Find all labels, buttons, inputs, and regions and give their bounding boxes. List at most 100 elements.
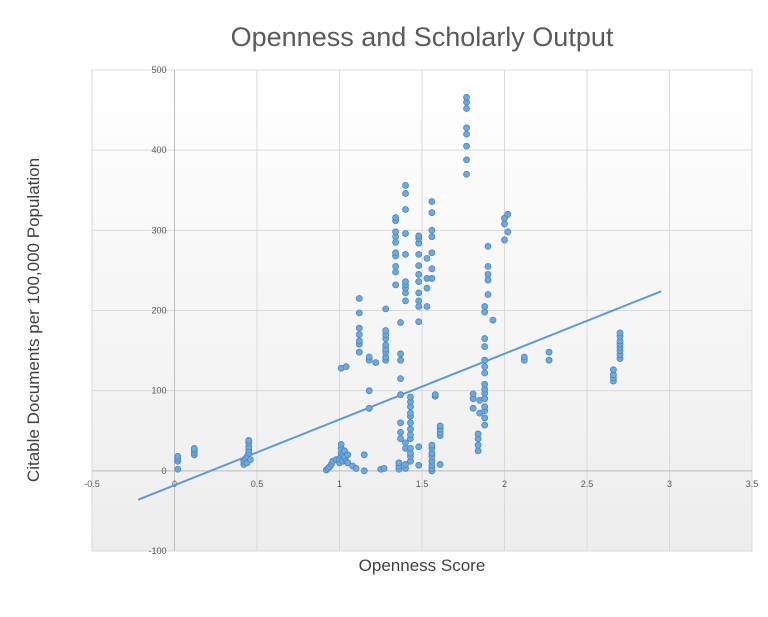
data-point [428,198,436,205]
data-point [415,232,423,240]
x-tick-label: -0.5 [84,479,100,489]
data-point [504,228,512,236]
x-tick-label: 0 [172,479,177,489]
data-point [402,206,409,213]
data-point [474,441,482,449]
data-point [397,375,404,383]
data-point [407,409,414,417]
data-point [436,422,444,430]
data-point [428,233,436,241]
data-point [402,278,409,286]
data-point [545,356,553,364]
data-point [469,404,477,412]
x-tick-label: 0.5 [251,479,264,489]
data-point [428,265,436,273]
data-point [463,93,470,101]
data-point [372,359,380,367]
x-tick-label: 2.5 [581,479,594,489]
data-point [489,316,497,324]
x-tick-label: 3.5 [746,479,759,489]
data-points [174,93,624,475]
data-point [481,369,489,377]
data-point [190,444,198,452]
data-point [402,230,409,237]
data-point [355,348,363,356]
y-tick-label: 200 [151,306,166,316]
data-point [481,395,489,403]
data-point [474,430,482,438]
data-point [415,262,423,270]
data-point [355,309,363,317]
data-point [463,130,470,138]
data-point [474,447,482,455]
data-point [402,190,409,197]
data-point [428,249,436,257]
data-point [481,356,489,364]
data-point [415,303,423,310]
data-point [402,250,409,258]
data-point [402,297,409,305]
data-point [397,391,404,399]
x-tick-label: 2 [502,479,507,489]
data-point [392,228,400,236]
data-point [415,318,423,326]
data-point [344,459,352,467]
data-point [520,353,528,361]
data-point [360,451,368,459]
data-point [428,209,436,217]
data-point [501,220,508,228]
data-point [415,297,423,305]
data-point [545,348,553,356]
data-point [365,387,373,395]
data-point [463,105,470,112]
data-point [397,319,404,326]
data-point [355,324,363,332]
data-point [481,335,489,342]
data-point [397,350,404,358]
data-point [402,439,409,447]
data-point [428,441,436,449]
x-tick-label: 1 [337,479,342,489]
data-point [463,142,470,150]
data-point [415,250,423,258]
data-point [428,226,436,234]
data-point [392,249,400,257]
data-point [397,435,404,443]
y-tick-label: 500 [151,65,166,75]
data-point [463,170,470,178]
data-point [423,254,431,262]
data-point [392,214,400,221]
data-point [481,421,489,429]
data-point [504,210,512,218]
data-point [481,303,489,310]
data-point [360,467,368,475]
tick-labels: -0.5 0 0.5 1 1.5 2 2.5 3 3.5 -100 0 100 200 300 400 500 [84,65,758,556]
data-point [428,275,436,282]
x-tick-label: 1.5 [416,479,429,489]
data-point [484,276,492,284]
data-point [463,124,470,132]
data-point [246,456,254,464]
data-point [392,281,400,289]
x-tick-label: 3 [667,479,672,489]
data-point [365,404,373,412]
axes [92,70,752,551]
data-point [415,278,423,286]
data-point [392,238,400,246]
data-point [610,366,617,374]
data-point [415,289,423,297]
data-point [484,263,492,270]
y-tick-label: 400 [151,145,166,155]
data-point [407,419,414,427]
data-point [382,341,390,349]
data-point [616,329,624,337]
data-point [484,271,492,278]
data-point [174,453,182,460]
data-point [481,308,489,316]
data-point [415,271,423,278]
data-point [245,436,253,444]
data-point [337,440,345,448]
data-point [355,331,363,338]
y-tick-label: -100 [148,546,166,556]
data-point [397,356,404,364]
